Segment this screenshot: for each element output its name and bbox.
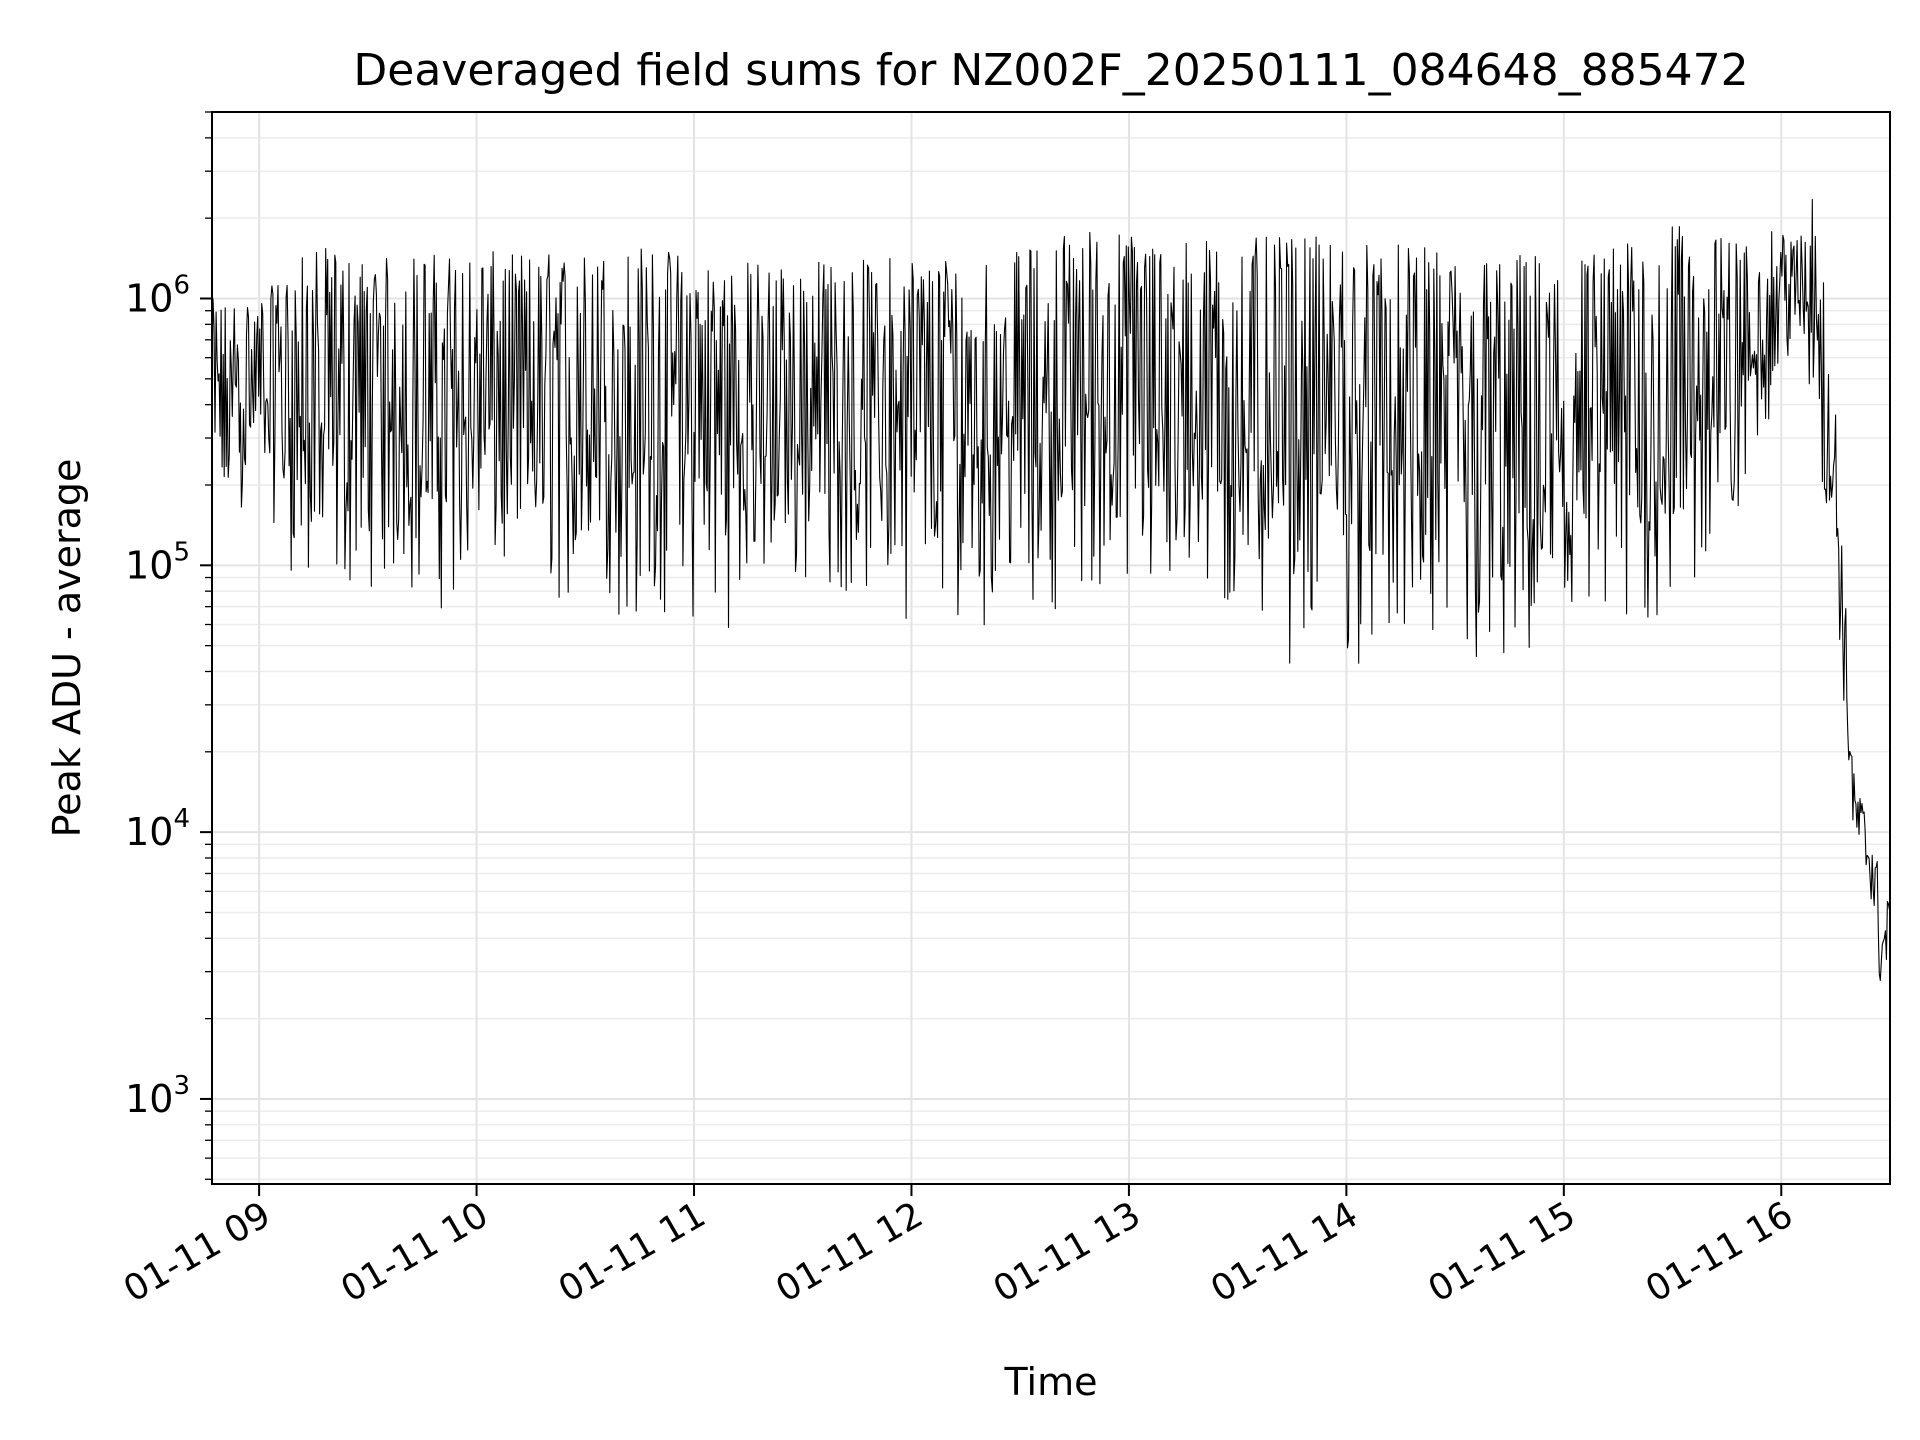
y-axis-label: Peak ADU - average: [45, 459, 89, 838]
series-line: [211, 198, 1890, 981]
y-tick-label-exponent: 5: [173, 537, 190, 567]
y-tick-label: 104: [125, 804, 190, 854]
y-tick-label-base: 10: [125, 543, 173, 587]
y-tick-label: 105: [125, 537, 190, 587]
y-tick-label-exponent: 6: [173, 270, 190, 300]
y-tick-label: 106: [125, 270, 190, 320]
chart-title: Deaveraged field sums for NZ002F_2025011…: [353, 45, 1748, 96]
y-tick-label-base: 10: [125, 810, 173, 854]
plot-frame: [211, 111, 1891, 1185]
y-tick-label: 103: [125, 1071, 190, 1121]
y-tick-label-exponent: 3: [173, 1071, 190, 1101]
y-tick-label-base: 10: [125, 276, 173, 320]
y-tick-label-exponent: 4: [173, 804, 190, 834]
y-tick-label-base: 10: [125, 1077, 173, 1121]
plot-area: [211, 198, 1890, 981]
x-axis-label: Time: [1004, 1360, 1098, 1404]
